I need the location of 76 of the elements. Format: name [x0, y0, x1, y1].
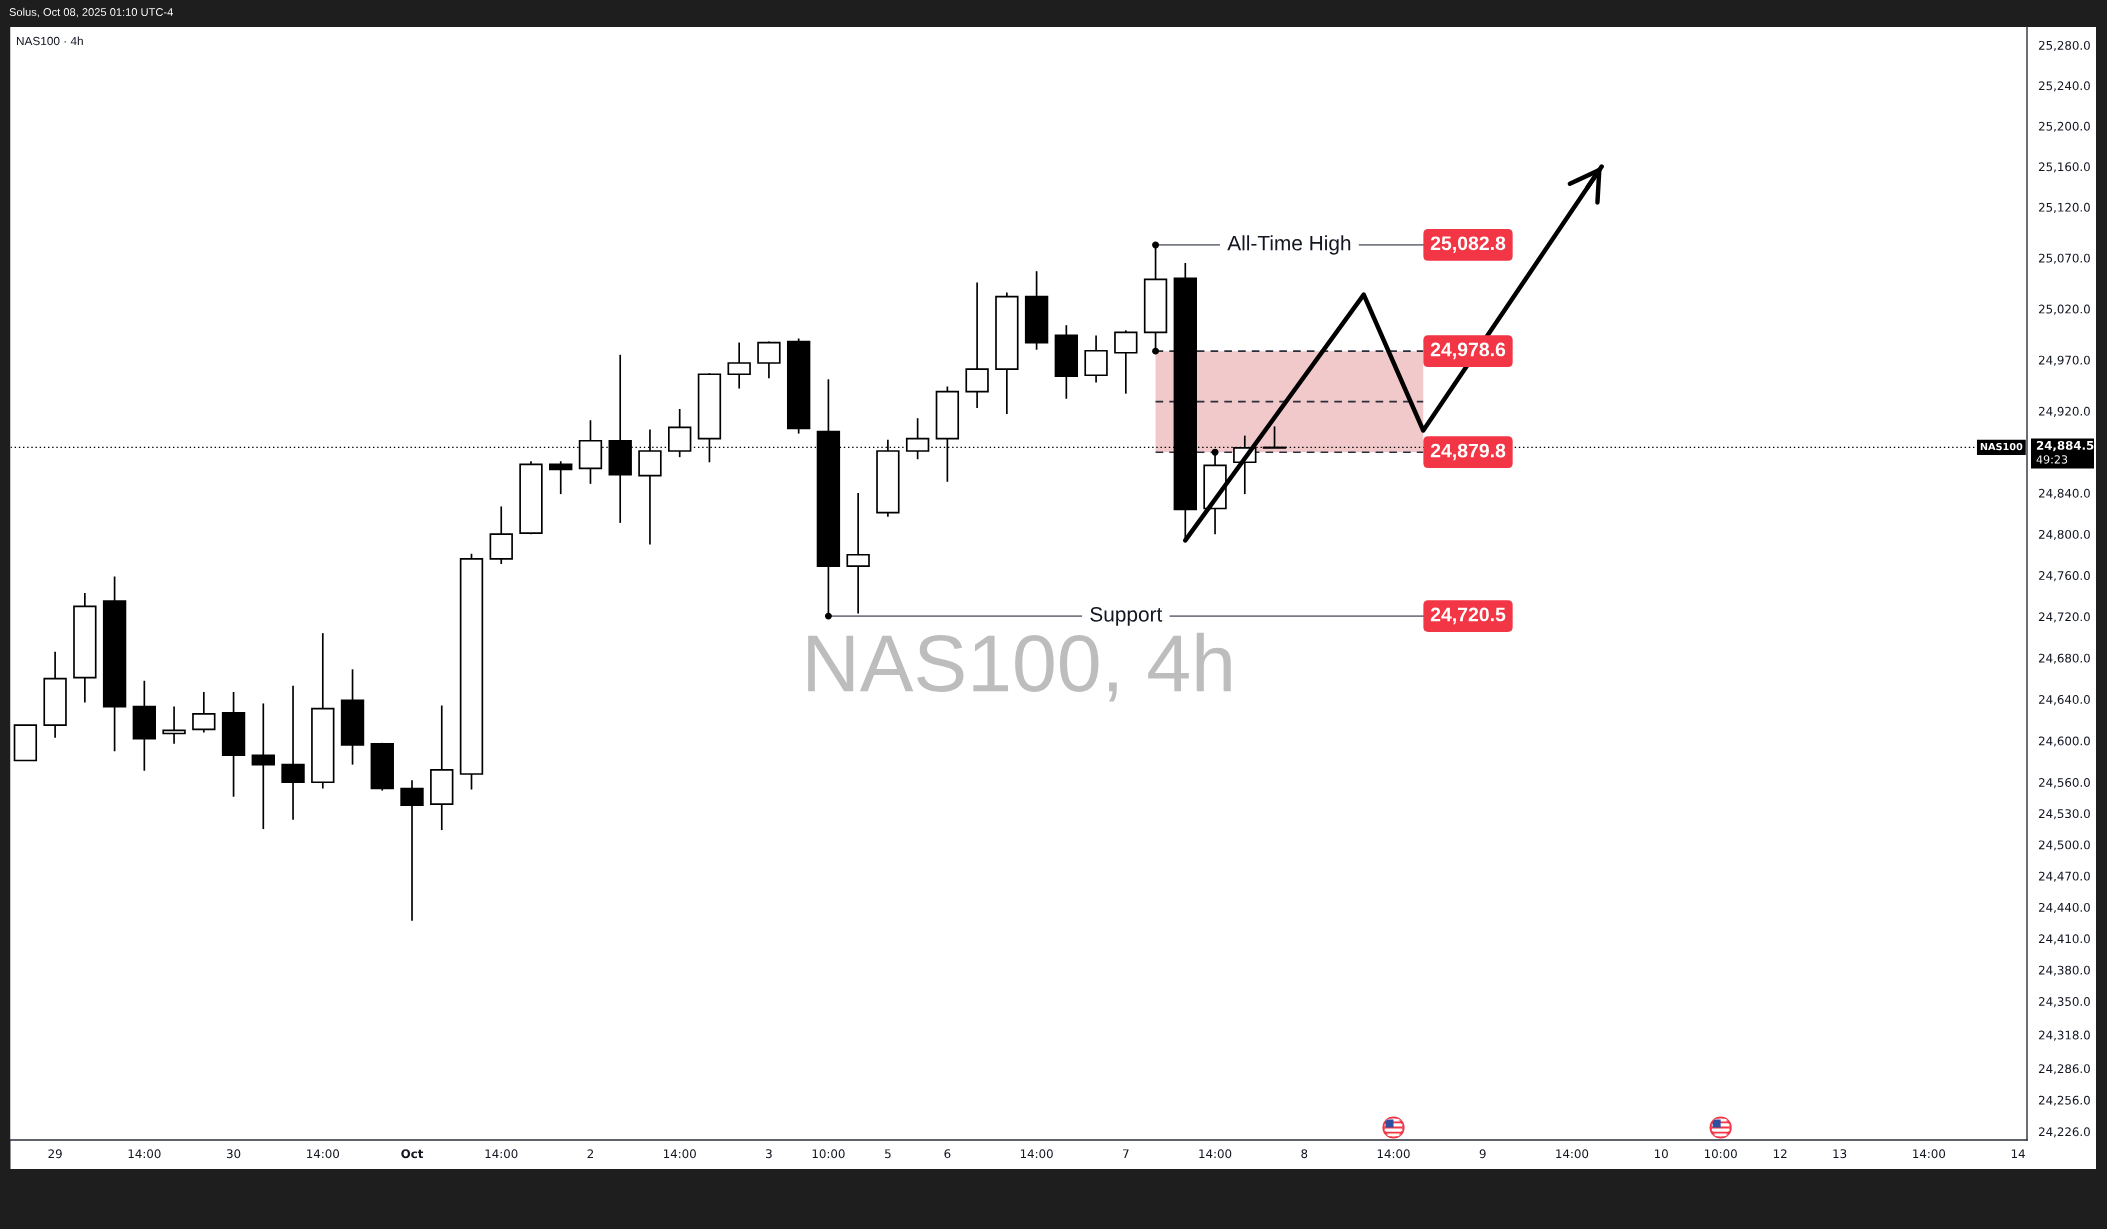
- x-tick-label: 14:00: [1377, 1149, 1410, 1159]
- y-tick-label: 25,240.0: [2038, 81, 2090, 92]
- x-tick-label: 2: [587, 1149, 594, 1158]
- x-tick-label: 14:00: [663, 1149, 696, 1159]
- candlestick: [757, 340, 781, 380]
- x-tick-label: 10:00: [1704, 1149, 1737, 1159]
- x-tick-label: 14:00: [485, 1149, 518, 1159]
- candlestick: [846, 492, 870, 615]
- x-tick-label: 12: [1773, 1149, 1787, 1158]
- x-tick-label: 5: [885, 1149, 891, 1159]
- y-tick-label: 24,470.0: [2038, 871, 2090, 882]
- y-tick-label: 24,226.0: [2038, 1127, 2090, 1138]
- x-tick-label: 3: [766, 1149, 772, 1159]
- y-tick-label: 24,920.0: [2038, 406, 2090, 417]
- candlestick: [727, 341, 751, 390]
- y-tick-label: 25,280.0: [2038, 40, 2090, 52]
- annotation: 24,879.8: [1430, 443, 1506, 461]
- y-tick-label: 24,286.0: [2038, 1064, 2090, 1075]
- x-tick-label: Oct: [401, 1149, 424, 1159]
- x-tick-label: 14:00: [307, 1149, 340, 1159]
- x-tick-label: 14:00: [128, 1149, 161, 1159]
- y-tick-label: 24,760.0: [2038, 571, 2090, 582]
- candlestick: [192, 691, 216, 734]
- y-tick-label: 24,840.0: [2038, 488, 2090, 499]
- x-tick-label: 13: [1833, 1149, 1847, 1159]
- x-tick-label: 6: [944, 1149, 951, 1159]
- ref-line-label: All-Time High: [1227, 235, 1351, 255]
- text: NAS100 · 4h: [16, 36, 83, 46]
- y-tick-label: 25,120.0: [2038, 202, 2090, 213]
- candlestick: [251, 702, 275, 830]
- y-tick-label: 24,680.0: [2038, 653, 2090, 664]
- candlestick: [905, 417, 930, 461]
- ref-line-label: Support: [1090, 606, 1163, 626]
- x-tick-label: 10:00: [812, 1149, 845, 1159]
- y-tick-label: 24,800.0: [2038, 529, 2090, 541]
- candlestick: [965, 281, 989, 409]
- x-tick-label: 14:00: [1020, 1149, 1053, 1159]
- text: 49:23: [2036, 455, 2068, 464]
- x-tick-label: 10: [1654, 1149, 1668, 1159]
- candlestick: [281, 685, 305, 821]
- y-tick-label: 24,350.0: [2038, 997, 2090, 1008]
- y-tick-label: 24,970.0: [2038, 355, 2090, 366]
- y-tick-label: 24,380.0: [2038, 965, 2090, 976]
- y-tick-label: 24,410.0: [2038, 934, 2090, 945]
- candlestick: [400, 779, 424, 922]
- y-tick-label: 24,720.0: [2038, 612, 2090, 623]
- y-tick-label: 24,530.0: [2038, 809, 2090, 820]
- x-tick-label: 14:00: [1913, 1149, 1946, 1159]
- y-tick-label: 24,256.0: [2038, 1095, 2090, 1106]
- y-tick-label: 24,440.0: [2038, 902, 2090, 914]
- y-tick-label: 24,500.0: [2038, 840, 2090, 851]
- ref-line-label: NAS100: [1980, 442, 2023, 451]
- y-tick-label: 24,640.0: [2038, 695, 2090, 706]
- x-tick-label: 7: [1123, 1149, 1129, 1158]
- annotation: 24,720.5: [1430, 607, 1506, 625]
- x-tick-label: 8: [1301, 1149, 1308, 1159]
- y-tick-label: 25,160.0: [2038, 162, 2090, 173]
- y-tick-label: 25,200.0: [2038, 121, 2090, 132]
- text: 24,884.5: [2036, 440, 2094, 452]
- x-tick-label: 30: [226, 1149, 241, 1159]
- x-tick-label: 9: [1479, 1149, 1486, 1159]
- y-tick-label: 24,318.0: [2038, 1030, 2090, 1041]
- y-tick-label: 24,600.0: [2038, 736, 2090, 747]
- annotation: 25,082.8: [1430, 236, 1506, 253]
- x-tick-label: 14:00: [1556, 1149, 1589, 1159]
- x-tick-label: 14:00: [1199, 1149, 1232, 1159]
- annotation: NAS100, 4h: [808, 632, 1231, 702]
- x-tick-label: 29: [48, 1149, 62, 1159]
- y-tick-label: 25,020.0: [2038, 304, 2090, 315]
- candlestick: [1114, 329, 1138, 395]
- annotation: 24,978.6: [1430, 342, 1506, 360]
- candlestick: [668, 408, 692, 458]
- y-tick-label: 24,560.0: [2038, 777, 2090, 789]
- y-tick-label: 25,070.0: [2038, 253, 2090, 264]
- x-tick-label: 14: [2011, 1149, 2025, 1158]
- text: Solus, Oct 08, 2025 01:10 UTC-4: [9, 7, 173, 18]
